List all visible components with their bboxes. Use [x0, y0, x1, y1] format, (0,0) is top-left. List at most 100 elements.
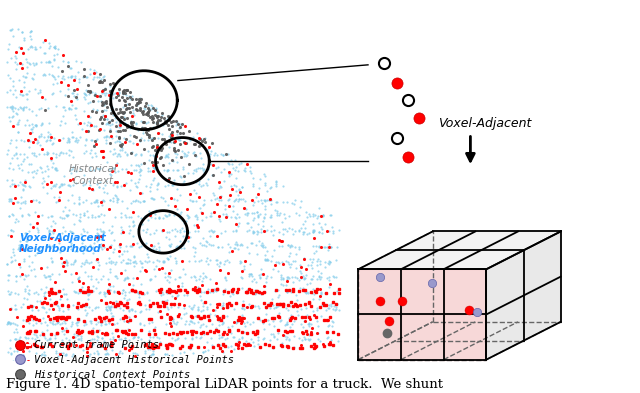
Point: [106, 330, 116, 336]
Point: [248, 319, 259, 325]
Point: [300, 218, 310, 224]
Point: [185, 340, 195, 347]
Point: [59, 331, 69, 337]
Polygon shape: [358, 314, 401, 360]
Point: [320, 259, 330, 265]
Point: [23, 272, 33, 278]
Point: [74, 194, 84, 200]
Point: [316, 244, 326, 250]
Point: [125, 170, 136, 176]
Point: [13, 129, 23, 135]
Point: [124, 108, 134, 115]
Point: [29, 62, 39, 68]
Point: [117, 251, 127, 257]
Point: [134, 222, 144, 228]
Point: [314, 228, 324, 235]
Point: [252, 209, 262, 215]
Point: [24, 320, 34, 326]
Point: [22, 356, 33, 362]
Point: [225, 191, 235, 198]
Point: [96, 233, 106, 239]
Point: [106, 338, 116, 345]
Point: [15, 179, 26, 185]
Point: [73, 306, 83, 312]
Point: [17, 352, 28, 358]
Point: [125, 187, 135, 193]
Point: [88, 264, 99, 270]
Point: [177, 314, 187, 321]
Point: [22, 247, 32, 253]
Point: [173, 167, 183, 173]
Point: [268, 331, 278, 337]
Point: [234, 336, 244, 342]
Point: [210, 287, 220, 293]
Point: [6, 233, 17, 240]
Point: [81, 128, 92, 134]
Point: [139, 160, 149, 167]
Point: [31, 197, 41, 203]
Polygon shape: [444, 269, 486, 314]
Point: [211, 288, 221, 294]
Point: [43, 129, 53, 136]
Point: [324, 258, 334, 264]
Point: [51, 165, 61, 171]
Point: [304, 332, 314, 338]
Point: [133, 99, 143, 106]
Point: [114, 253, 124, 259]
Point: [19, 138, 29, 144]
Point: [73, 344, 83, 351]
Point: [82, 259, 92, 265]
Point: [72, 322, 82, 328]
Point: [230, 228, 241, 234]
Point: [143, 109, 154, 115]
Point: [120, 98, 131, 105]
Point: [71, 342, 81, 348]
Point: [324, 322, 335, 329]
Point: [10, 59, 20, 65]
Point: [333, 307, 344, 313]
Point: [100, 99, 110, 106]
Point: [4, 337, 15, 343]
Point: [217, 347, 227, 354]
Point: [313, 323, 323, 329]
Point: [101, 303, 111, 310]
Point: [74, 289, 84, 295]
Point: [104, 281, 115, 288]
Point: [79, 94, 89, 100]
Point: [59, 104, 69, 110]
Point: [278, 183, 288, 189]
Point: [148, 152, 158, 158]
Point: [42, 151, 52, 158]
Point: [285, 250, 295, 256]
Point: [132, 198, 143, 204]
Point: [134, 99, 145, 105]
Point: [198, 160, 209, 167]
Point: [77, 74, 88, 80]
Point: [312, 275, 322, 282]
Point: [66, 246, 76, 252]
Point: [177, 217, 187, 223]
Point: [305, 336, 316, 342]
Point: [49, 220, 60, 226]
Point: [169, 196, 179, 202]
Point: [83, 119, 93, 126]
Point: [87, 336, 97, 343]
Point: [116, 350, 127, 356]
Point: [146, 136, 156, 142]
Point: [94, 244, 104, 250]
Point: [19, 155, 29, 162]
Point: [70, 258, 80, 264]
Point: [179, 302, 189, 309]
Point: [77, 199, 88, 206]
Point: [64, 337, 74, 343]
Point: [324, 241, 334, 248]
Point: [71, 212, 81, 219]
Point: [226, 157, 236, 163]
Point: [42, 225, 52, 231]
Point: [120, 102, 130, 108]
Point: [141, 268, 152, 274]
Point: [182, 234, 193, 241]
Point: [189, 302, 199, 308]
Point: [321, 243, 332, 250]
Point: [10, 302, 20, 308]
